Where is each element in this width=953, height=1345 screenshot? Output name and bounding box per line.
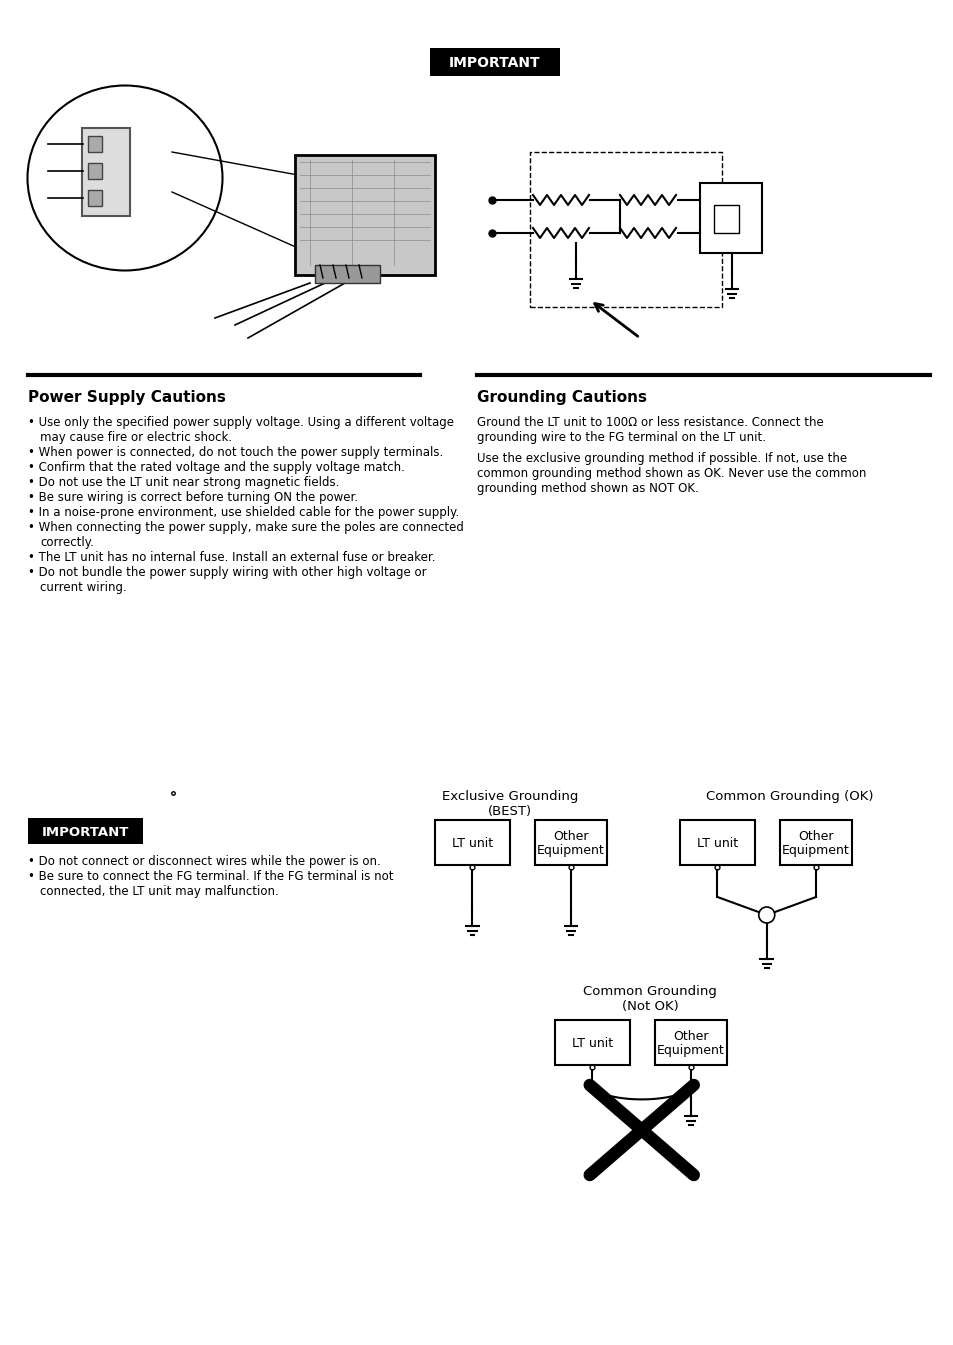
Text: correctly.: correctly. <box>40 537 93 549</box>
Text: may cause fire or electric shock.: may cause fire or electric shock. <box>40 430 232 444</box>
Bar <box>88 163 102 179</box>
Text: • When connecting the power supply, make sure the poles are connected: • When connecting the power supply, make… <box>28 521 463 534</box>
Ellipse shape <box>28 86 222 270</box>
Text: • In a noise-prone environment, use shielded cable for the power supply.: • In a noise-prone environment, use shie… <box>28 506 458 519</box>
Text: • When power is connected, do not touch the power supply terminals.: • When power is connected, do not touch … <box>28 447 443 459</box>
Text: Use the exclusive grounding method if possible. If not, use the: Use the exclusive grounding method if po… <box>476 452 846 465</box>
Text: Equipment: Equipment <box>781 845 849 857</box>
Text: • Do not use the LT unit near strong magnetic fields.: • Do not use the LT unit near strong mag… <box>28 476 339 490</box>
Circle shape <box>758 907 774 923</box>
Text: • Be sure to connect the FG terminal. If the FG terminal is not: • Be sure to connect the FG terminal. If… <box>28 870 393 884</box>
Bar <box>88 190 102 206</box>
Text: grounding wire to the FG terminal on the LT unit.: grounding wire to the FG terminal on the… <box>476 430 765 444</box>
Text: Other: Other <box>673 1030 708 1042</box>
Text: Other: Other <box>553 830 588 843</box>
Bar <box>530 152 721 307</box>
Text: grounding method shown as NOT OK.: grounding method shown as NOT OK. <box>476 482 698 495</box>
Text: Power Supply Cautions: Power Supply Cautions <box>28 390 226 405</box>
Text: common grounding method shown as OK. Never use the common: common grounding method shown as OK. Nev… <box>476 467 865 480</box>
Text: • Be sure wiring is correct before turning ON the power.: • Be sure wiring is correct before turni… <box>28 491 357 504</box>
Bar <box>713 204 739 233</box>
Text: connected, the LT unit may malfunction.: connected, the LT unit may malfunction. <box>40 885 278 898</box>
Text: Equipment: Equipment <box>537 845 604 857</box>
Text: • Do not connect or disconnect wires while the power is on.: • Do not connect or disconnect wires whi… <box>28 855 380 868</box>
Text: LT unit: LT unit <box>697 837 738 850</box>
Text: (BEST): (BEST) <box>487 806 532 818</box>
Bar <box>82 128 130 217</box>
Bar <box>430 48 559 77</box>
Text: Grounding Cautions: Grounding Cautions <box>476 390 646 405</box>
Text: Ground the LT unit to 100Ω or less resistance. Connect the: Ground the LT unit to 100Ω or less resis… <box>476 416 822 429</box>
Bar <box>28 818 143 845</box>
Bar <box>679 820 754 865</box>
Bar <box>435 820 510 865</box>
Bar <box>655 1020 726 1065</box>
Text: LT unit: LT unit <box>572 1037 613 1050</box>
Text: Other: Other <box>798 830 833 843</box>
Bar <box>700 183 761 253</box>
Text: • Use only the specified power supply voltage. Using a different voltage: • Use only the specified power supply vo… <box>28 416 454 429</box>
Text: current wiring.: current wiring. <box>40 581 127 594</box>
Text: Exclusive Grounding: Exclusive Grounding <box>441 790 578 803</box>
Text: IMPORTANT: IMPORTANT <box>42 826 129 838</box>
Text: LT unit: LT unit <box>452 837 493 850</box>
Text: IMPORTANT: IMPORTANT <box>449 56 540 70</box>
Text: (Not OK): (Not OK) <box>621 999 678 1013</box>
Bar <box>535 820 606 865</box>
Text: Common Grounding: Common Grounding <box>582 985 717 998</box>
Text: • Do not bundle the power supply wiring with other high voltage or: • Do not bundle the power supply wiring … <box>28 566 426 578</box>
Bar <box>780 820 851 865</box>
Text: • The LT unit has no internal fuse. Install an external fuse or breaker.: • The LT unit has no internal fuse. Inst… <box>28 551 435 564</box>
Text: Equipment: Equipment <box>657 1044 724 1057</box>
Text: • Confirm that the rated voltage and the supply voltage match.: • Confirm that the rated voltage and the… <box>28 461 404 473</box>
Text: Common Grounding (OK): Common Grounding (OK) <box>705 790 873 803</box>
Bar <box>88 136 102 152</box>
Bar <box>294 155 435 274</box>
Bar <box>555 1020 629 1065</box>
Bar <box>314 265 379 282</box>
